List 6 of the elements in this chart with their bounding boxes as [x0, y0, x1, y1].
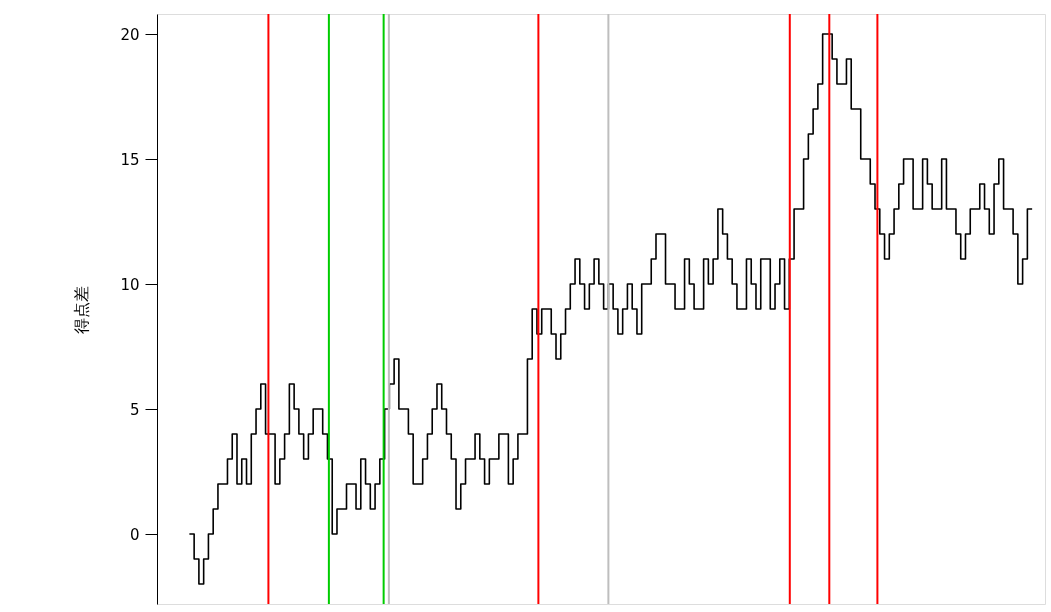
y-tick-label: 0: [129, 525, 140, 544]
y-tick-label: 5: [129, 400, 140, 419]
y-tick-label: 15: [120, 150, 140, 169]
y-axis-title: 得点差: [72, 285, 92, 334]
y-tick-label: 10: [120, 275, 140, 294]
y-tick-label: 20: [120, 25, 140, 44]
